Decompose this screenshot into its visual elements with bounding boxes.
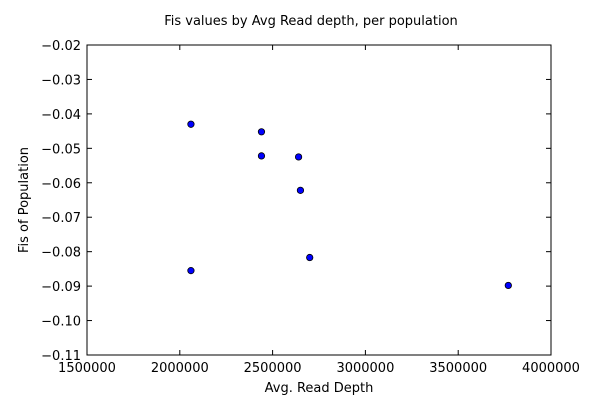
scatter-point — [504, 281, 512, 290]
y-tick-label: −0.02 — [41, 39, 81, 54]
y-tick-label: −0.05 — [41, 142, 81, 157]
scatter-point — [294, 153, 303, 161]
y-axis-ticks: −0.02 −0.03 −0.04 −0.05 −0.06 −0.07 −0.08 −0.09… — [41, 39, 551, 364]
x-axis-label: Avg. Read Depth — [265, 381, 374, 396]
y-tick-label: −0.11 — [41, 349, 81, 364]
x-tick-label: 4000000 — [522, 361, 580, 376]
scatter-point — [187, 120, 195, 128]
x-tick-label: 3000000 — [336, 361, 394, 376]
x-tick-label: 1500000 — [58, 361, 116, 376]
scatter-point — [257, 128, 266, 136]
plot-area — [86, 44, 552, 356]
scatter-point — [257, 152, 266, 160]
y-tick-label: −0.03 — [41, 73, 81, 88]
x-tick-label: 2000000 — [151, 361, 209, 376]
y-tick-label: −0.04 — [41, 108, 81, 123]
scatter-point — [187, 267, 195, 275]
y-tick-label: −0.09 — [41, 280, 81, 295]
data-points — [187, 120, 512, 290]
chart-title: Fis values by Avg Read depth, per popula… — [164, 14, 458, 29]
x-tick-label: 3500000 — [429, 361, 487, 376]
y-tick-label: −0.08 — [41, 246, 81, 261]
y-tick-label: −0.07 — [41, 211, 81, 226]
y-tick-label: −0.06 — [41, 177, 81, 192]
y-tick-label: −0.10 — [41, 315, 81, 330]
y-axis-label: Fis of Population — [17, 147, 32, 253]
scatter-point — [296, 186, 305, 194]
x-axis-ticks: 1500000 2000000 2500000 3000000 3500000 40000… — [58, 45, 580, 376]
scatter-point — [306, 253, 314, 262]
x-tick-label: 2500000 — [244, 361, 302, 376]
